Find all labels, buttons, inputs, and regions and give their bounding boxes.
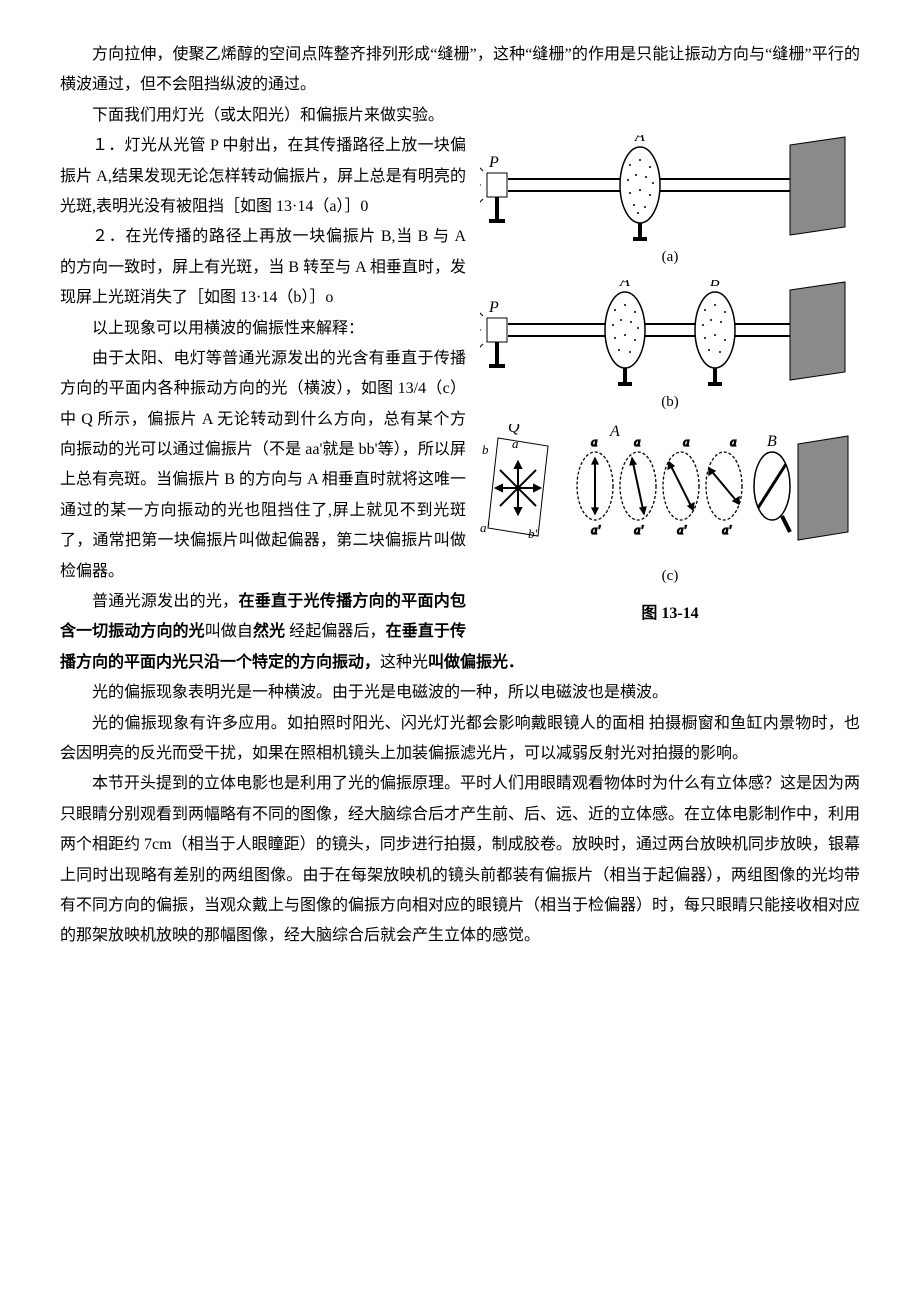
svg-text:b: b [482,442,489,457]
svg-text:a: a [591,434,598,449]
svg-text:A: A [619,280,630,290]
svg-text:a': a' [591,522,601,537]
svg-text:B: B [767,433,777,450]
svg-text:a: a [683,434,690,449]
para-10: 本节开头提到的立体电影也是利用了光的偏振原理。平时人们用眼睛观看物体时为什么有立… [60,769,860,951]
figure-panel-b: P A [480,280,860,417]
label-P: P [488,154,499,171]
svg-text:a': a' [634,522,644,537]
svg-text:b': b' [528,526,538,541]
figure-panel-a: P [480,135,860,272]
svg-text:a': a' [480,520,490,535]
svg-text:a': a' [677,522,687,537]
figure-caption: 图 13-14 [480,599,860,629]
figure-panel-c: Q b a a' b' [480,424,860,591]
p7-text-2: 叫做自 [205,623,253,640]
p7-text-4: 这种光 [380,654,428,671]
svg-text:P: P [488,299,499,316]
panel-label-b: (b) [480,388,860,417]
para-8: 光的偏振现象表明光是一种横波。由于光是电磁波的一种，所以电磁波也是横波。 [60,678,860,708]
p7-bold-2: 然光 [253,623,285,640]
para-9: 光的偏振现象有许多应用。如拍照时阳光、闪光灯光都会影响戴眼镜人的面相 拍摄橱窗和… [60,709,860,770]
svg-text:a: a [634,434,641,449]
panel-label-c: (c) [480,562,860,591]
p7-text-3: 经起偏器后， [285,623,386,640]
svg-text:a': a' [722,522,732,537]
svg-text:a: a [512,436,519,451]
figure-13-14: P [480,135,860,629]
para-1: 方向拉伸，使聚乙烯醇的空间点阵整齐排列形成“缝栅”，这种“缝栅”的作用是只能让振… [60,40,860,101]
panel-label-a: (a) [480,243,860,272]
svg-text:B: B [710,280,720,290]
svg-text:a: a [730,434,737,449]
p7-text-1: 普通光源发出的光， [92,593,238,610]
para-2: 下面我们用灯光（或太阳光）和偏振片来做实验。 [60,101,860,131]
svg-text:A: A [609,424,620,440]
svg-text:Q: Q [508,424,520,436]
p7-bold-4: 叫做偏振光． [428,654,524,671]
label-A-a: A [634,135,645,145]
